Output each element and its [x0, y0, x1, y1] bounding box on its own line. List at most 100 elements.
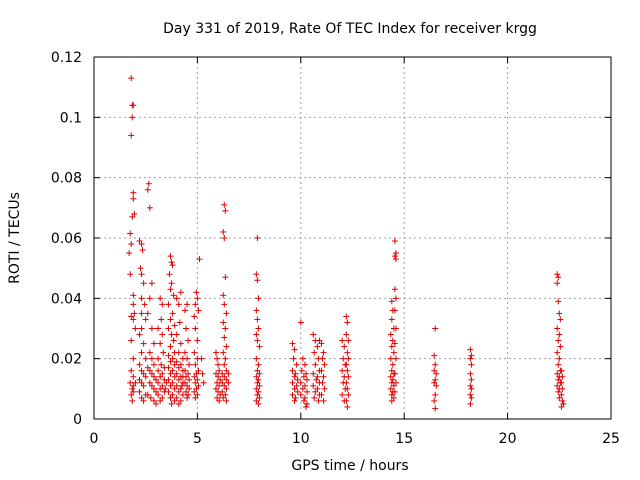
data-point — [314, 373, 321, 380]
data-point — [186, 376, 193, 383]
data-point — [192, 361, 199, 368]
data-point — [185, 391, 192, 398]
data-point — [256, 343, 263, 350]
data-point — [214, 379, 221, 386]
data-point — [223, 376, 230, 383]
data-point — [254, 316, 261, 323]
data-point — [302, 370, 309, 377]
data-point — [345, 337, 352, 344]
data-point — [130, 355, 137, 362]
data-point — [130, 102, 137, 109]
data-point — [389, 361, 396, 368]
data-point — [468, 376, 475, 383]
data-point — [339, 367, 346, 374]
data-point — [193, 370, 200, 377]
data-point — [220, 394, 227, 401]
data-point — [170, 337, 177, 344]
data-point — [320, 349, 327, 356]
data-point — [554, 325, 561, 332]
data-point — [173, 331, 180, 338]
data-point — [217, 391, 224, 398]
data-point — [219, 388, 226, 395]
data-point — [339, 337, 346, 344]
data-point — [304, 376, 311, 383]
data-point — [289, 340, 296, 347]
data-point — [159, 331, 166, 338]
x-tick-label: 0 — [90, 431, 99, 447]
data-point — [150, 397, 157, 404]
data-point — [343, 331, 350, 338]
data-point — [556, 310, 563, 317]
data-point — [178, 382, 185, 389]
data-point — [147, 394, 154, 401]
data-point — [129, 213, 136, 220]
data-point — [175, 364, 182, 371]
data-point — [153, 376, 160, 383]
x-axis-ticks: 0 5 10 15 20 25 — [90, 57, 620, 447]
data-point — [312, 388, 319, 395]
data-point — [344, 367, 351, 374]
data-point — [195, 307, 202, 314]
data-point — [222, 355, 229, 362]
data-point — [392, 250, 399, 257]
data-point — [222, 391, 229, 398]
data-point — [142, 373, 149, 380]
data-point — [391, 238, 398, 245]
data-point — [198, 355, 205, 362]
data-point — [223, 343, 230, 350]
data-point — [468, 394, 475, 401]
data-point — [155, 355, 162, 362]
data-point — [299, 355, 306, 362]
data-point — [130, 189, 137, 196]
data-point — [467, 346, 474, 353]
data-point — [128, 241, 135, 248]
data-point — [136, 388, 143, 395]
data-point — [127, 271, 134, 278]
data-point — [165, 325, 172, 332]
data-point — [165, 301, 172, 308]
data-point — [130, 292, 137, 299]
x-axis-label: GPS time / hours — [291, 458, 408, 474]
data-point — [253, 271, 260, 278]
data-point — [157, 385, 164, 392]
data-point — [173, 295, 180, 302]
data-point — [138, 367, 145, 374]
data-point — [291, 346, 298, 353]
data-point — [431, 397, 438, 404]
data-point — [194, 391, 201, 398]
data-point — [223, 385, 230, 392]
data-point — [390, 382, 397, 389]
data-point — [142, 355, 149, 362]
data-point — [310, 370, 317, 377]
data-point — [256, 382, 263, 389]
data-point — [560, 400, 567, 407]
data-point — [195, 367, 202, 374]
data-point — [165, 352, 172, 359]
data-point — [130, 388, 137, 395]
data-point — [221, 373, 228, 380]
data-point — [392, 379, 399, 386]
data-point — [432, 325, 439, 332]
data-point — [170, 292, 177, 299]
data-point — [254, 277, 261, 284]
data-point — [391, 370, 398, 377]
data-point — [138, 241, 145, 248]
data-point — [253, 331, 260, 338]
data-point — [181, 349, 188, 356]
data-point — [313, 376, 320, 383]
data-point — [222, 207, 229, 214]
y-tick-label: 0.08 — [51, 171, 82, 187]
data-point — [256, 370, 263, 377]
data-point — [175, 376, 182, 383]
data-point — [157, 397, 164, 404]
data-point — [128, 391, 135, 398]
data-point — [130, 301, 137, 308]
data-point — [150, 340, 157, 347]
data-point — [144, 391, 151, 398]
data-point — [291, 397, 298, 404]
data-point — [559, 373, 566, 380]
data-point — [163, 379, 170, 386]
y-tick-label: 0.06 — [51, 231, 82, 247]
data-point — [173, 382, 180, 389]
data-point — [214, 394, 221, 401]
